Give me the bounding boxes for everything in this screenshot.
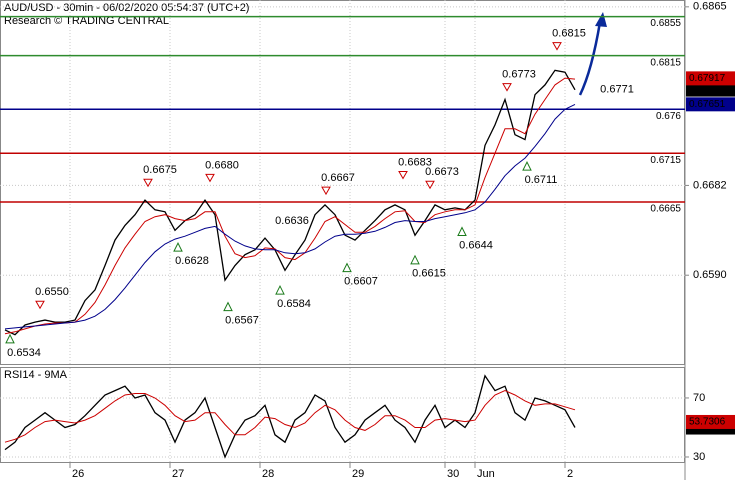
peak-label: 0.6673: [425, 166, 459, 178]
x-tick-label: 26: [72, 468, 84, 480]
trough-marker: [5, 333, 15, 344]
trough-marker: [173, 242, 183, 252]
level-label: 0.6665: [650, 204, 681, 215]
peak-label: 0.6667: [321, 172, 355, 184]
x-tick-label: Jun: [477, 468, 495, 480]
forecast-arrowhead: [595, 12, 607, 27]
y-tick-label: 30: [693, 451, 705, 463]
y-tick-label: 0.6590: [693, 269, 727, 281]
y-tick-label: 70: [693, 392, 705, 404]
peak-marker: [35, 300, 45, 310]
series-line: [4, 103, 576, 330]
series-line: [4, 374, 576, 459]
price-note: 0.6636: [275, 215, 309, 227]
last-value-label: 0.67917: [689, 73, 726, 84]
x-tick-label: 28: [262, 468, 274, 480]
series-line: [4, 77, 576, 335]
last-value-label: 0.67802: [689, 84, 726, 95]
price-note: 0.6771: [600, 83, 634, 95]
level-label: 0.676: [656, 111, 681, 122]
last-value-box: [686, 82, 735, 97]
trough-label: 0.6584: [277, 298, 311, 310]
peak-marker: [143, 178, 153, 188]
trough-marker: [223, 301, 233, 312]
y-tick-label: 0.6682: [693, 179, 727, 191]
trough-label: 0.6607: [344, 276, 378, 288]
series-line: [4, 69, 576, 336]
last-value-label: 0.67651: [689, 99, 726, 110]
trough-marker: [342, 262, 352, 273]
trough-label: 0.6615: [412, 268, 446, 280]
chart-title: AUD/USD - 30min - 06/02/2020 05:54:37 (U…: [4, 2, 249, 14]
series-line: [4, 390, 576, 443]
peak-marker: [321, 186, 331, 196]
rsi-panel-frame: [0, 367, 685, 463]
peak-label: 0.6680: [205, 159, 239, 171]
peak-label: 0.6550: [35, 286, 69, 298]
x-tick-label: 30: [447, 468, 459, 480]
peak-label: 0.6773: [502, 69, 536, 81]
trough-marker: [522, 161, 532, 171]
level-label: 0.6815: [650, 57, 681, 68]
chart-subtitle: Research © TRADING CENTRAL: [4, 15, 169, 27]
trough-label: 0.6567: [225, 315, 259, 327]
peak-label: 0.6675: [143, 164, 177, 176]
forecast-arrow: [578, 21, 602, 96]
peak-marker: [502, 83, 512, 92]
last-value-box: [686, 97, 735, 112]
peak-marker: [205, 173, 215, 183]
x-tick-label: 27: [172, 468, 184, 480]
peak-label: 0.6683: [398, 156, 432, 168]
trough-marker: [457, 226, 467, 237]
peak-marker: [398, 170, 408, 180]
last-value-label: 53.7306: [689, 417, 726, 428]
x-tick-label: 2: [567, 468, 573, 480]
y-tick-label: 0.6865: [693, 1, 727, 13]
peak-marker: [425, 180, 435, 190]
peak-marker: [552, 42, 562, 51]
trough-marker: [275, 284, 285, 295]
rsi-title: RSI14 - 9MA: [4, 369, 68, 381]
trough-label: 0.6534: [7, 347, 41, 359]
trough-marker: [410, 254, 420, 265]
trough-label: 0.6644: [459, 239, 493, 251]
level-label: 0.6715: [650, 155, 681, 166]
trough-label: 0.6628: [175, 255, 209, 267]
last-value-box: [686, 71, 735, 86]
last-value-box: [686, 414, 735, 429]
trough-label: 0.6711: [525, 174, 558, 186]
peak-label: 0.6815: [552, 28, 586, 40]
level-label: 0.6855: [650, 18, 681, 29]
x-tick-label: 29: [352, 468, 364, 480]
